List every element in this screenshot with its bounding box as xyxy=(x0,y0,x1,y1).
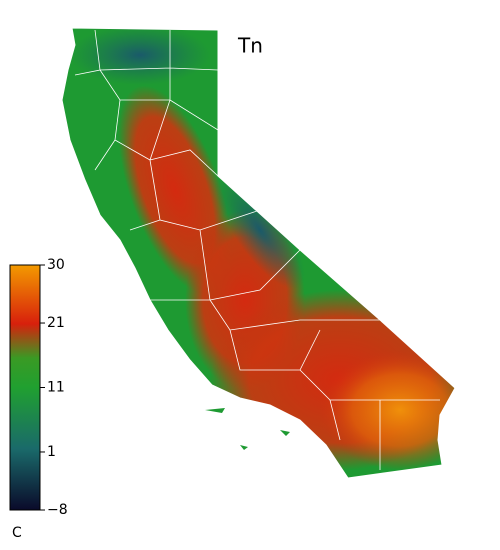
colorbar-tick-label: −8 xyxy=(47,502,68,518)
map-title: Tn xyxy=(237,34,263,58)
islands xyxy=(205,408,290,450)
colorbar xyxy=(9,264,41,511)
colorbar-tick-label: 30 xyxy=(47,257,65,273)
county-lines xyxy=(74,29,440,470)
colorbar-tick-label: 11 xyxy=(47,380,65,396)
state-outline xyxy=(61,27,456,479)
colorbar-tick-label: 21 xyxy=(47,315,65,331)
colorbar-unit: C xyxy=(12,525,22,541)
colorbar-tick-label: 1 xyxy=(47,444,56,460)
